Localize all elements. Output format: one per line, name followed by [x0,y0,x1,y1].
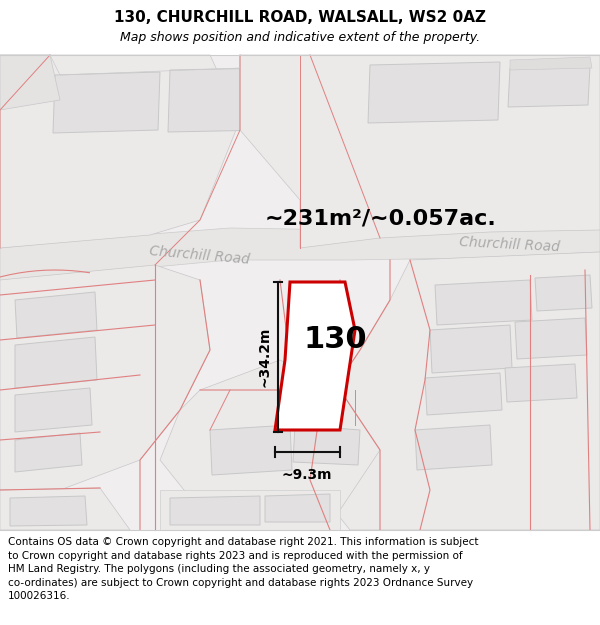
Bar [0,55,600,530]
Polygon shape [265,494,330,522]
Polygon shape [505,364,577,402]
Polygon shape [508,66,590,107]
Text: ~34.2m: ~34.2m [258,327,272,387]
Polygon shape [0,55,60,110]
Polygon shape [0,265,210,490]
Polygon shape [15,292,97,338]
Polygon shape [53,72,160,133]
Polygon shape [15,433,82,472]
Polygon shape [168,68,270,132]
Text: Map shows position and indicative extent of the property.: Map shows position and indicative extent… [120,31,480,44]
Polygon shape [170,496,260,525]
Polygon shape [435,280,532,325]
Polygon shape [160,360,380,510]
Text: ~231m²/~0.057ac.: ~231m²/~0.057ac. [265,208,497,228]
Polygon shape [510,57,592,70]
Polygon shape [0,488,130,530]
Text: 130, CHURCHILL ROAD, WALSALL, WS2 0AZ: 130, CHURCHILL ROAD, WALSALL, WS2 0AZ [114,11,486,26]
Text: ~9.3m: ~9.3m [282,468,332,482]
Polygon shape [15,388,92,432]
Polygon shape [210,425,292,475]
Polygon shape [415,425,492,470]
Polygon shape [0,228,600,282]
Polygon shape [425,373,502,415]
Polygon shape [430,325,512,373]
Text: Churchill Road: Churchill Road [460,236,560,254]
Polygon shape [515,318,587,359]
Polygon shape [160,490,340,530]
Polygon shape [275,282,355,430]
Polygon shape [10,496,87,526]
Polygon shape [293,425,360,465]
Polygon shape [0,55,240,248]
Polygon shape [368,62,500,123]
Polygon shape [15,337,97,388]
Polygon shape [310,252,600,530]
Text: 130: 130 [303,326,367,354]
Text: Contains OS data © Crown copyright and database right 2021. This information is : Contains OS data © Crown copyright and d… [8,537,479,601]
Polygon shape [240,55,600,248]
Polygon shape [535,275,592,311]
Text: Churchill Road: Churchill Road [149,244,251,266]
